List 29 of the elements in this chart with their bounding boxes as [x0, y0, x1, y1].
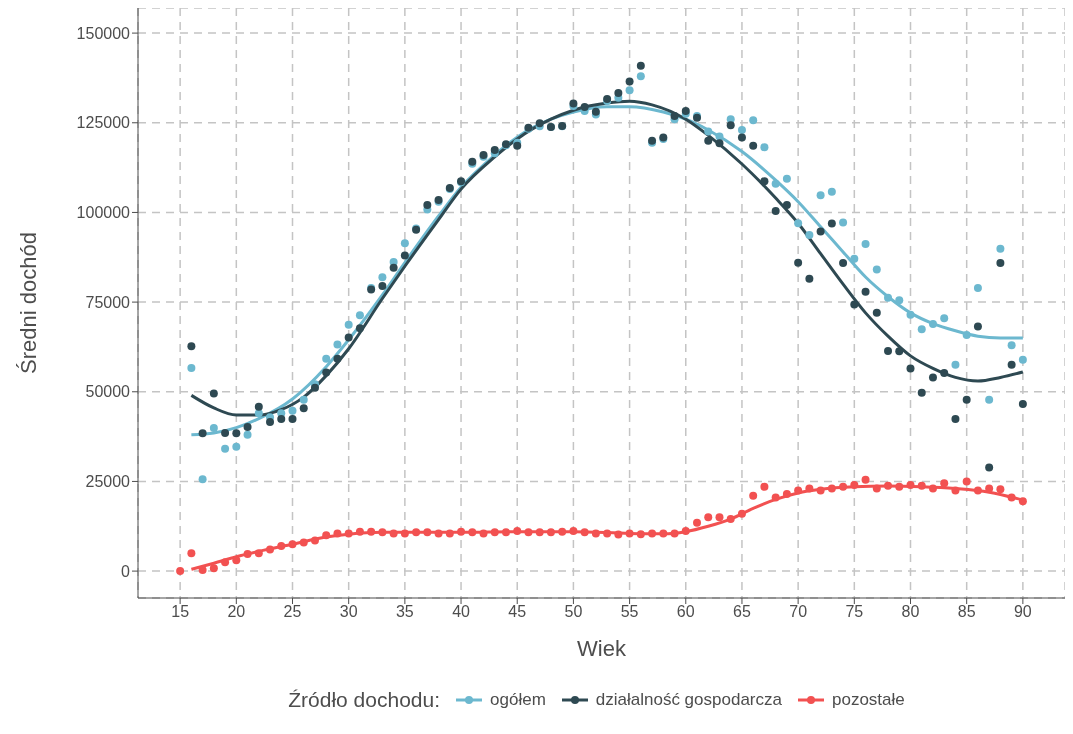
y-tick-label: 150000 [76, 24, 131, 42]
x-tick-label: 45 [508, 603, 527, 621]
x-tick-label: 90 [1013, 603, 1032, 621]
x-axis-title: Wiek [577, 636, 627, 661]
x-tick-label: 40 [452, 603, 471, 621]
y-axis-title: Średni dochód [15, 232, 41, 374]
x-tick-label: 80 [901, 603, 920, 621]
x-tick-label: 35 [395, 603, 414, 621]
x-tick-label: 50 [564, 603, 583, 621]
x-tick-label: 20 [227, 603, 246, 621]
y-tick-label: 0 [121, 562, 131, 580]
legend-label: ogółem [490, 690, 546, 710]
y-tick-label: 75000 [85, 293, 131, 311]
x-tick-label: 65 [733, 603, 751, 621]
legend-label: pozostałe [831, 690, 905, 710]
x-tick-label: 85 [957, 603, 976, 621]
legend-title: Źródło dochodu: [288, 688, 441, 712]
legend-label: działalność gospodarcza [595, 690, 782, 710]
y-tick-label: 125000 [76, 114, 131, 132]
x-tick-label: 30 [339, 603, 358, 621]
x-tick-label: 70 [789, 603, 808, 621]
x-tick-label: 60 [676, 603, 695, 621]
x-tick-label: 25 [283, 603, 302, 621]
x-tick-label: 75 [845, 603, 864, 621]
y-tick-label: 50000 [85, 383, 131, 401]
x-tick-label: 55 [620, 603, 639, 621]
x-tick-label: 15 [171, 603, 190, 621]
y-tick-label: 25000 [85, 473, 131, 491]
y-tick-label: 100000 [76, 204, 131, 222]
